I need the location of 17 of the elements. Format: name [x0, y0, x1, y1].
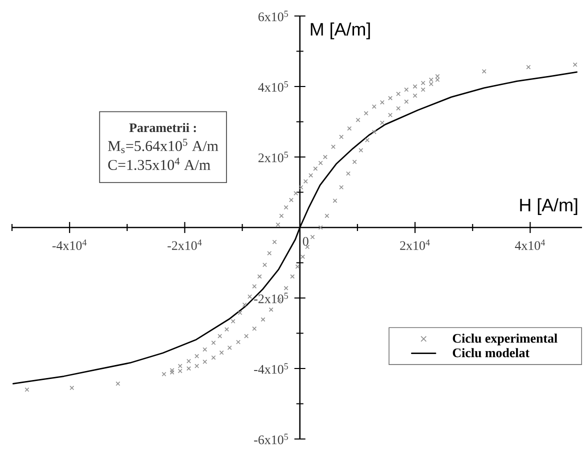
x-tick-label: -4x10$^{4}$: [52, 240, 87, 250]
y-tick-label: -6x10$^{5}$: [254, 434, 288, 444]
x-tick-label: -2x10$^{4}$: [168, 240, 202, 250]
x-axis-title: H [A/m]: [520, 198, 578, 215]
legend-label: Ciclu experimental: [452, 334, 558, 346]
y-tick-label: 6x10$^{5}$: [258, 10, 288, 22]
y-tick-label: 4x10$^{5}$: [258, 81, 288, 92]
x-tick-label: 4x10$^{4}$: [514, 240, 546, 250]
annotation: C=1.35x10$^{4}$ A/m: [108, 158, 210, 170]
annotation: Parametrii :: [129, 123, 196, 132]
legend-label: Ciclu modelat: [452, 348, 530, 358]
annotation: M$_{s}$=5.64x10$^{5}$ A/m: [108, 138, 218, 154]
y-tick-label: -4x10$^{5}$: [254, 363, 288, 374]
y-tick-label: 2x10$^{5}$: [258, 152, 288, 162]
x-tick-label: 0: [302, 237, 308, 246]
x-tick-label: 2x10$^{4}$: [400, 240, 430, 250]
y-axis-title: M [A/m]: [310, 22, 370, 40]
